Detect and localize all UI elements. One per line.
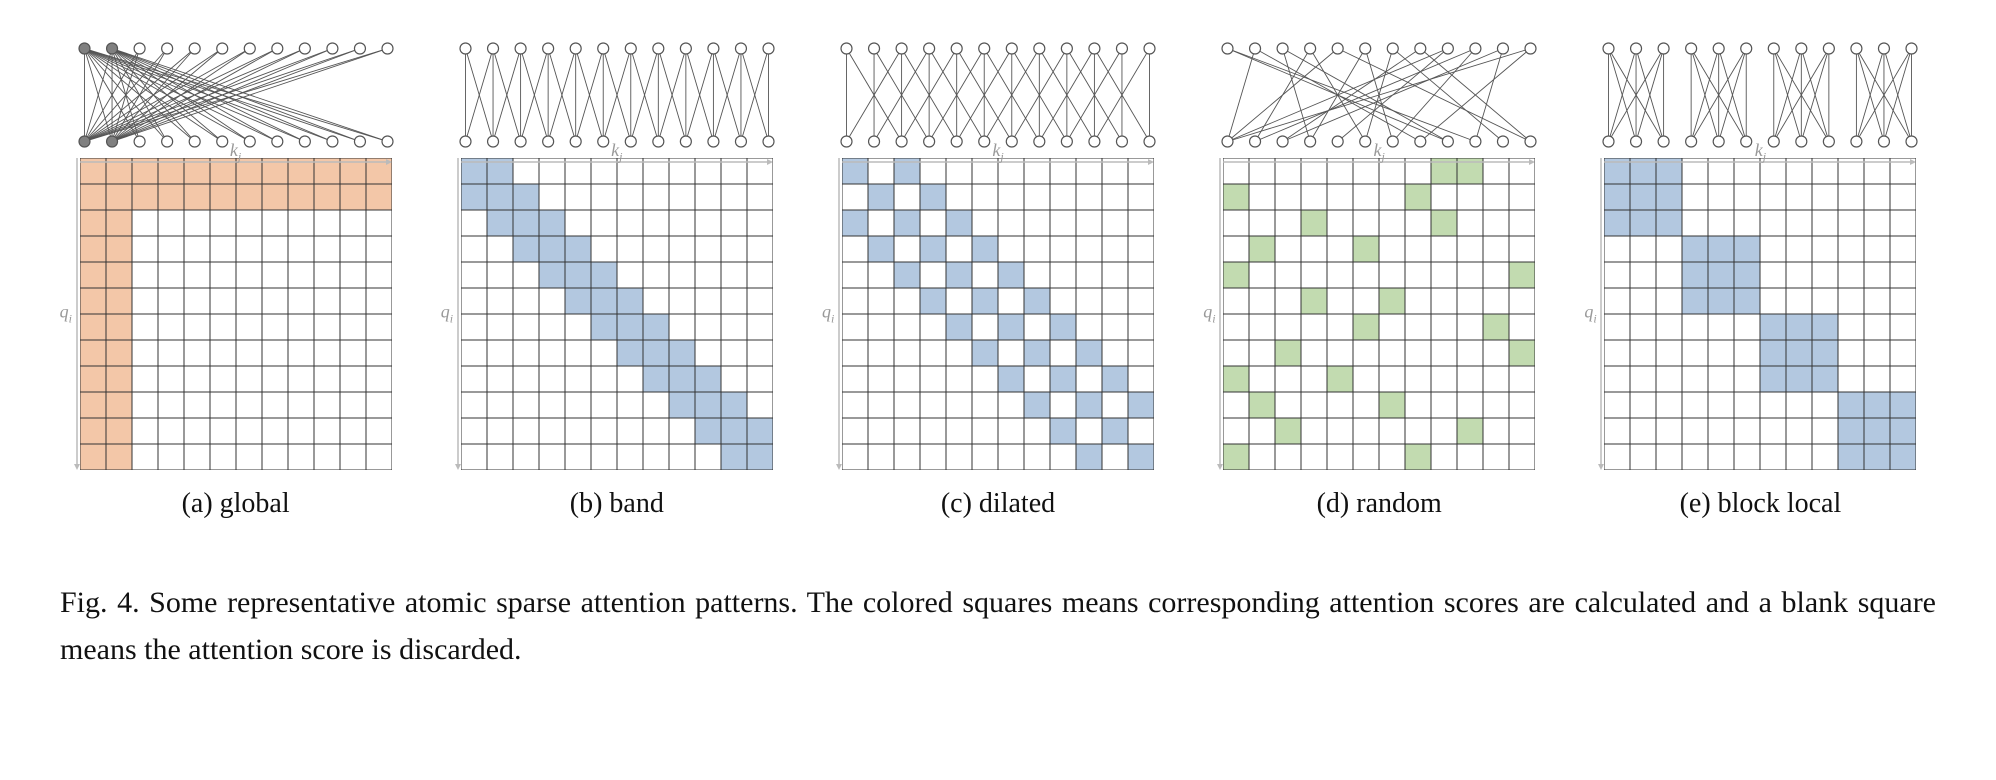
panel-block: kjqi(e) block local	[1585, 40, 1936, 520]
matrix-wrap: kjqi	[842, 158, 1154, 470]
attention-matrix	[461, 158, 773, 470]
axis-label-q: qi	[441, 302, 453, 327]
matrix-wrap: kjqi	[1223, 158, 1535, 470]
bipartite-wrap	[1219, 40, 1539, 150]
bipartite-graph	[1219, 40, 1539, 150]
axis-label-k: kj	[1755, 140, 1766, 165]
matrix-wrap: kjqi	[80, 158, 392, 470]
matrix-wrap: kjqi	[1604, 158, 1916, 470]
bipartite-graph	[1600, 40, 1920, 150]
attention-matrix	[1604, 158, 1916, 470]
matrix-wrap: kjqi	[461, 158, 773, 470]
caption-text: Some representative atomic sparse attent…	[60, 586, 1936, 666]
caption-prefix: Fig. 4.	[60, 586, 140, 619]
subcaption: (a) global	[182, 488, 290, 520]
subcaption: (d) random	[1317, 488, 1442, 520]
axis-label-k: kj	[611, 140, 622, 165]
axis-label-k: kj	[1374, 140, 1385, 165]
bipartite-wrap	[76, 40, 396, 150]
axis-label-k: kj	[230, 140, 241, 165]
axis-label-q: qi	[1203, 302, 1215, 327]
bipartite-wrap	[457, 40, 777, 150]
panel-random: kjqi(d) random	[1204, 40, 1555, 520]
subcaption: (b) band	[570, 488, 664, 520]
panels-row: kjqi(a) globalkjqi(b) bandkjqi(c) dilate…	[60, 40, 1936, 520]
subcaption: (c) dilated	[941, 488, 1055, 520]
figure-caption: Fig. 4. Some representative atomic spars…	[60, 580, 1936, 673]
bipartite-graph	[76, 40, 396, 150]
axis-label-q: qi	[822, 302, 834, 327]
bipartite-wrap	[838, 40, 1158, 150]
panel-global: kjqi(a) global	[60, 40, 411, 520]
axis-label-q: qi	[60, 302, 72, 327]
attention-matrix	[842, 158, 1154, 470]
axis-label-q: qi	[1584, 302, 1596, 327]
attention-matrix	[80, 158, 392, 470]
attention-matrix	[1223, 158, 1535, 470]
bipartite-graph	[838, 40, 1158, 150]
subcaption: (e) block local	[1680, 488, 1842, 520]
panel-dilated: kjqi(c) dilated	[822, 40, 1173, 520]
bipartite-wrap	[1600, 40, 1920, 150]
bipartite-graph	[457, 40, 777, 150]
panel-band: kjqi(b) band	[441, 40, 792, 520]
axis-label-k: kj	[992, 140, 1003, 165]
